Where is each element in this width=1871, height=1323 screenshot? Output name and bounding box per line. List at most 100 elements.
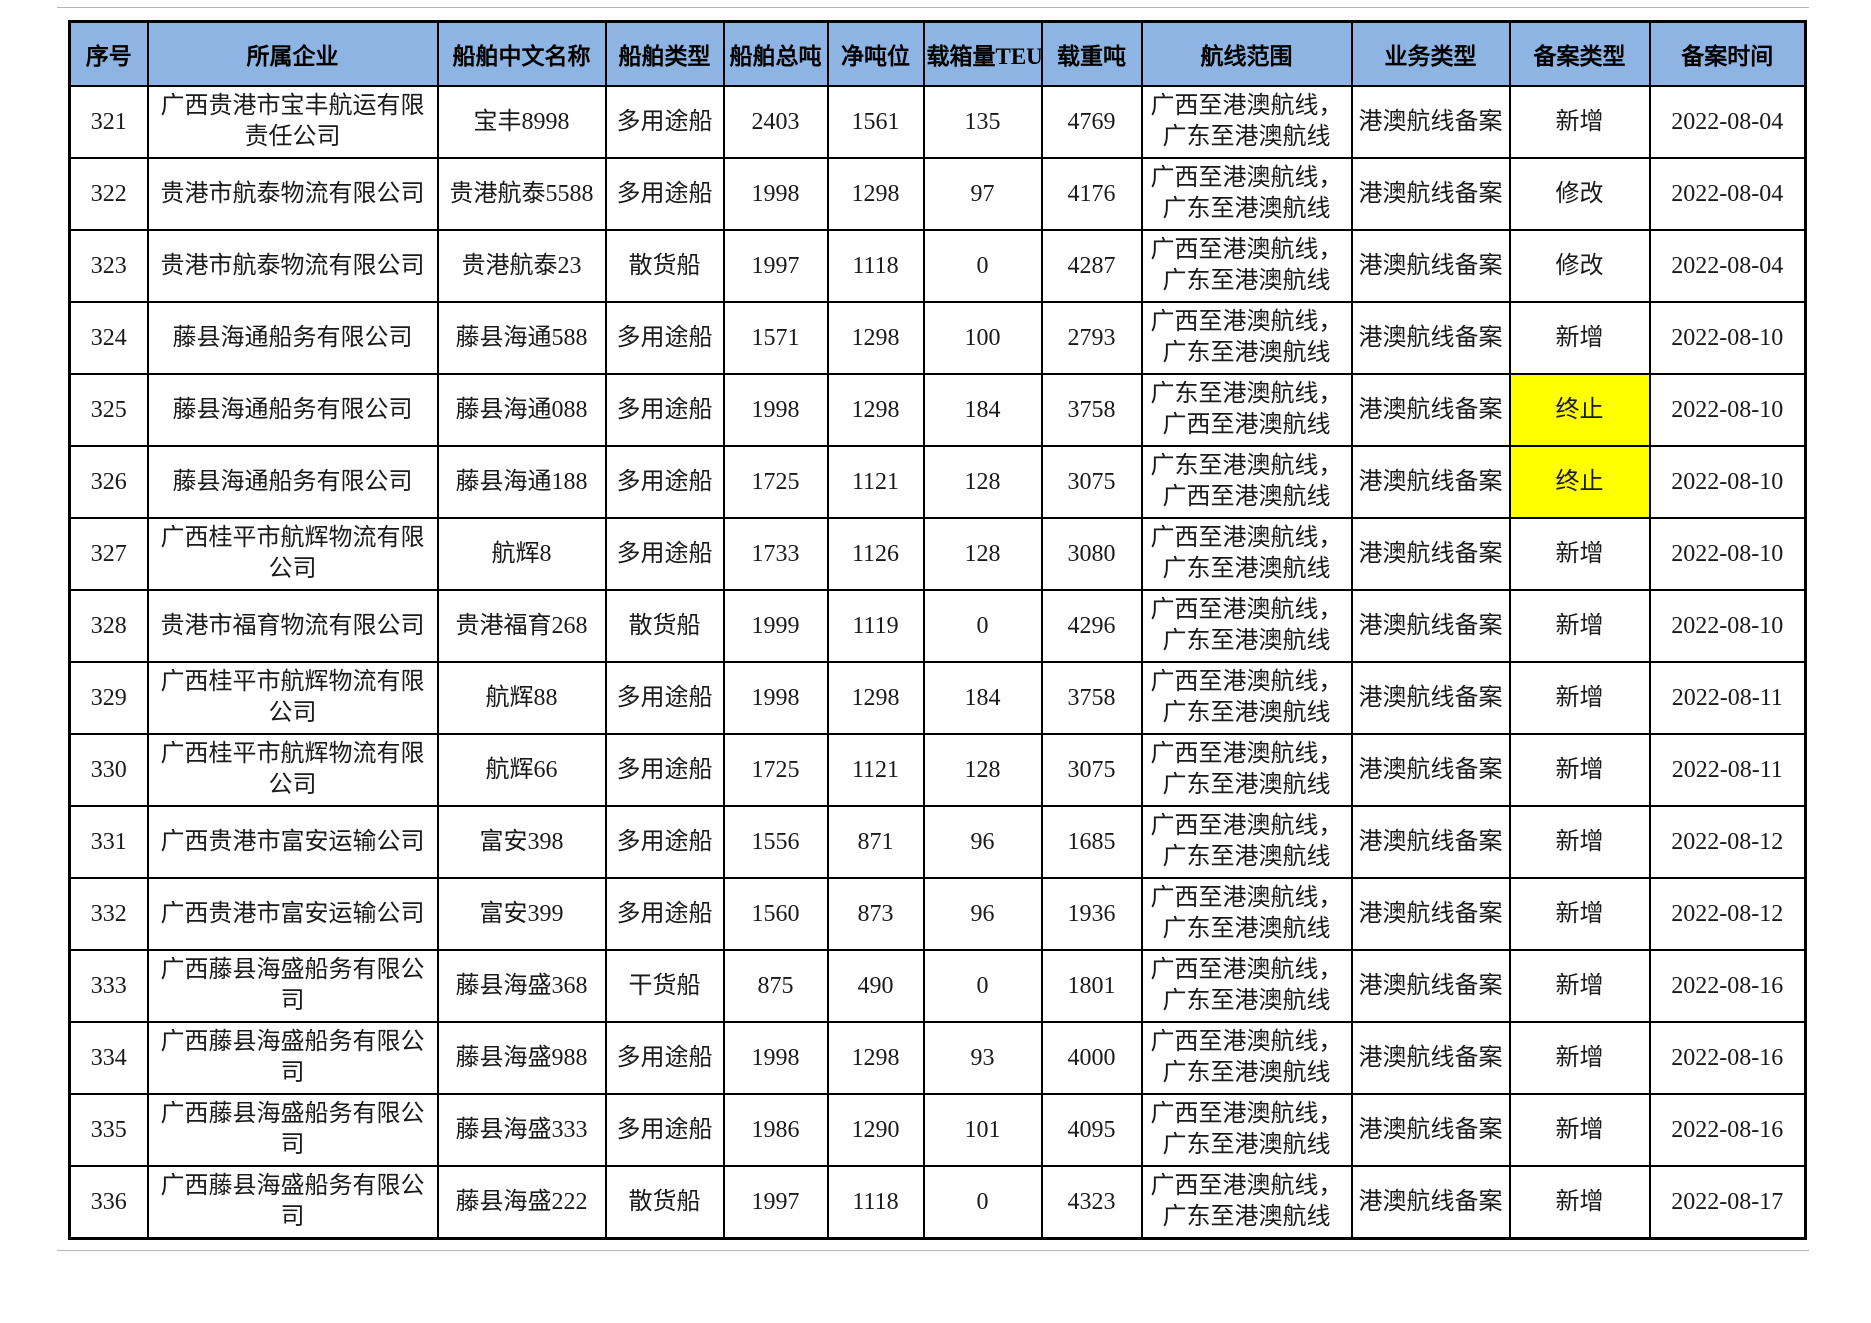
table-row: 323 贵港市航泰物流有限公司 贵港航泰23 散货船 1997 1118 0 4…	[68, 229, 1807, 303]
cell-net: 490	[826, 949, 925, 1023]
table-row: 333 广西藤县海盛船务有限公司 藤县海盛368 干货船 875 490 0 1…	[68, 949, 1807, 1023]
cell-net: 1298	[826, 661, 925, 735]
column-header-route: 航线范围	[1140, 20, 1353, 87]
cell-net: 1121	[826, 445, 925, 519]
cell-gross: 1725	[722, 445, 829, 519]
cell-teu: 184	[922, 661, 1043, 735]
cell-ship-name: 航辉66	[436, 733, 607, 807]
cell-business: 港澳航线备案	[1350, 1021, 1511, 1095]
cell-filing-date: 2022-08-11	[1648, 733, 1807, 807]
cell-ship-name: 藤县海通188	[436, 445, 607, 519]
cell-ship-name: 航辉88	[436, 661, 607, 735]
cell-ship-name: 藤县海盛333	[436, 1093, 607, 1167]
cell-business: 港澳航线备案	[1350, 85, 1511, 159]
cell-ship-type: 多用途船	[604, 1021, 725, 1095]
cell-ship-type: 干货船	[604, 949, 725, 1023]
cell-ship-type: 多用途船	[604, 301, 725, 375]
cell-filing-date: 2022-08-10	[1648, 301, 1807, 375]
cell-route: 广西至港澳航线， 广东至港澳航线	[1140, 229, 1353, 303]
cell-teu: 0	[922, 949, 1043, 1023]
cell-company: 藤县海通船务有限公司	[146, 445, 439, 519]
cell-ship-type: 散货船	[604, 1165, 725, 1240]
cell-net: 1561	[826, 85, 925, 159]
cell-ship-type: 多用途船	[604, 733, 725, 807]
cell-teu: 128	[922, 733, 1043, 807]
cell-seq: 328	[68, 589, 149, 663]
cell-gross: 875	[722, 949, 829, 1023]
page-guide-line-bottom	[57, 1250, 1809, 1251]
column-header-filing-type: 备案类型	[1508, 20, 1651, 87]
cell-filing-date: 2022-08-04	[1648, 85, 1807, 159]
cell-dwt: 3758	[1040, 373, 1143, 447]
cell-seq: 326	[68, 445, 149, 519]
cell-dwt: 4323	[1040, 1165, 1143, 1240]
cell-ship-name: 贵港航泰5588	[436, 157, 607, 231]
cell-ship-type: 多用途船	[604, 157, 725, 231]
cell-company: 贵港市航泰物流有限公司	[146, 157, 439, 231]
cell-seq: 334	[68, 1021, 149, 1095]
cell-company: 藤县海通船务有限公司	[146, 301, 439, 375]
column-header-gross: 船舶总吨	[722, 20, 829, 87]
cell-seq: 333	[68, 949, 149, 1023]
cell-filing-type: 新增	[1508, 1021, 1651, 1095]
table-header-row: 序号 所属企业 船舶中文名称 船舶类型 船舶总吨 净吨位 载箱量TEU 载重吨 …	[68, 20, 1807, 87]
cell-teu: 0	[922, 229, 1043, 303]
cell-gross: 1725	[722, 733, 829, 807]
cell-company: 广西藤县海盛船务有限公司	[146, 1165, 439, 1240]
cell-business: 港澳航线备案	[1350, 589, 1511, 663]
cell-business: 港澳航线备案	[1350, 301, 1511, 375]
cell-net: 1298	[826, 373, 925, 447]
cell-gross: 1571	[722, 301, 829, 375]
cell-company: 藤县海通船务有限公司	[146, 373, 439, 447]
cell-seq: 327	[68, 517, 149, 591]
cell-ship-name: 贵港航泰23	[436, 229, 607, 303]
cell-dwt: 4000	[1040, 1021, 1143, 1095]
cell-company: 广西桂平市航辉物流有限公司	[146, 733, 439, 807]
column-header-company: 所属企业	[146, 20, 439, 87]
cell-filing-date: 2022-08-04	[1648, 157, 1807, 231]
cell-filing-type: 修改	[1508, 157, 1651, 231]
cell-teu: 93	[922, 1021, 1043, 1095]
cell-teu: 184	[922, 373, 1043, 447]
cell-company: 广西桂平市航辉物流有限公司	[146, 661, 439, 735]
cell-route: 广西至港澳航线， 广东至港澳航线	[1140, 85, 1353, 159]
cell-net: 1290	[826, 1093, 925, 1167]
column-header-filing-date: 备案时间	[1648, 20, 1807, 87]
cell-dwt: 4287	[1040, 229, 1143, 303]
cell-ship-name: 富安399	[436, 877, 607, 951]
cell-business: 港澳航线备案	[1350, 877, 1511, 951]
cell-teu: 96	[922, 877, 1043, 951]
cell-dwt: 3075	[1040, 445, 1143, 519]
cell-business: 港澳航线备案	[1350, 445, 1511, 519]
cell-dwt: 3075	[1040, 733, 1143, 807]
cell-dwt: 4176	[1040, 157, 1143, 231]
cell-dwt: 1801	[1040, 949, 1143, 1023]
cell-net: 1119	[826, 589, 925, 663]
cell-filing-date: 2022-08-10	[1648, 445, 1807, 519]
cell-filing-date: 2022-08-10	[1648, 517, 1807, 591]
table-row: 328 贵港市福育物流有限公司 贵港福育268 散货船 1999 1119 0 …	[68, 589, 1807, 663]
cell-teu: 0	[922, 1165, 1043, 1240]
cell-dwt: 2793	[1040, 301, 1143, 375]
cell-teu: 128	[922, 445, 1043, 519]
cell-net: 873	[826, 877, 925, 951]
cell-company: 广西贵港市宝丰航运有限责任公司	[146, 85, 439, 159]
cell-ship-type: 散货船	[604, 229, 725, 303]
cell-company: 广西桂平市航辉物流有限公司	[146, 517, 439, 591]
cell-filing-type: 新增	[1508, 301, 1651, 375]
table-row: 335 广西藤县海盛船务有限公司 藤县海盛333 多用途船 1986 1290 …	[68, 1093, 1807, 1167]
cell-route: 广西至港澳航线， 广东至港澳航线	[1140, 517, 1353, 591]
cell-business: 港澳航线备案	[1350, 949, 1511, 1023]
cell-business: 港澳航线备案	[1350, 1093, 1511, 1167]
cell-seq: 330	[68, 733, 149, 807]
cell-gross: 1556	[722, 805, 829, 879]
cell-filing-type: 终止	[1508, 373, 1651, 447]
cell-seq: 322	[68, 157, 149, 231]
cell-ship-name: 航辉8	[436, 517, 607, 591]
cell-route: 广西至港澳航线， 广东至港澳航线	[1140, 949, 1353, 1023]
cell-route: 广西至港澳航线， 广东至港澳航线	[1140, 1021, 1353, 1095]
cell-filing-type: 新增	[1508, 1093, 1651, 1167]
table-row: 322 贵港市航泰物流有限公司 贵港航泰5588 多用途船 1998 1298 …	[68, 157, 1807, 231]
cell-gross: 1999	[722, 589, 829, 663]
cell-filing-type: 新增	[1508, 517, 1651, 591]
